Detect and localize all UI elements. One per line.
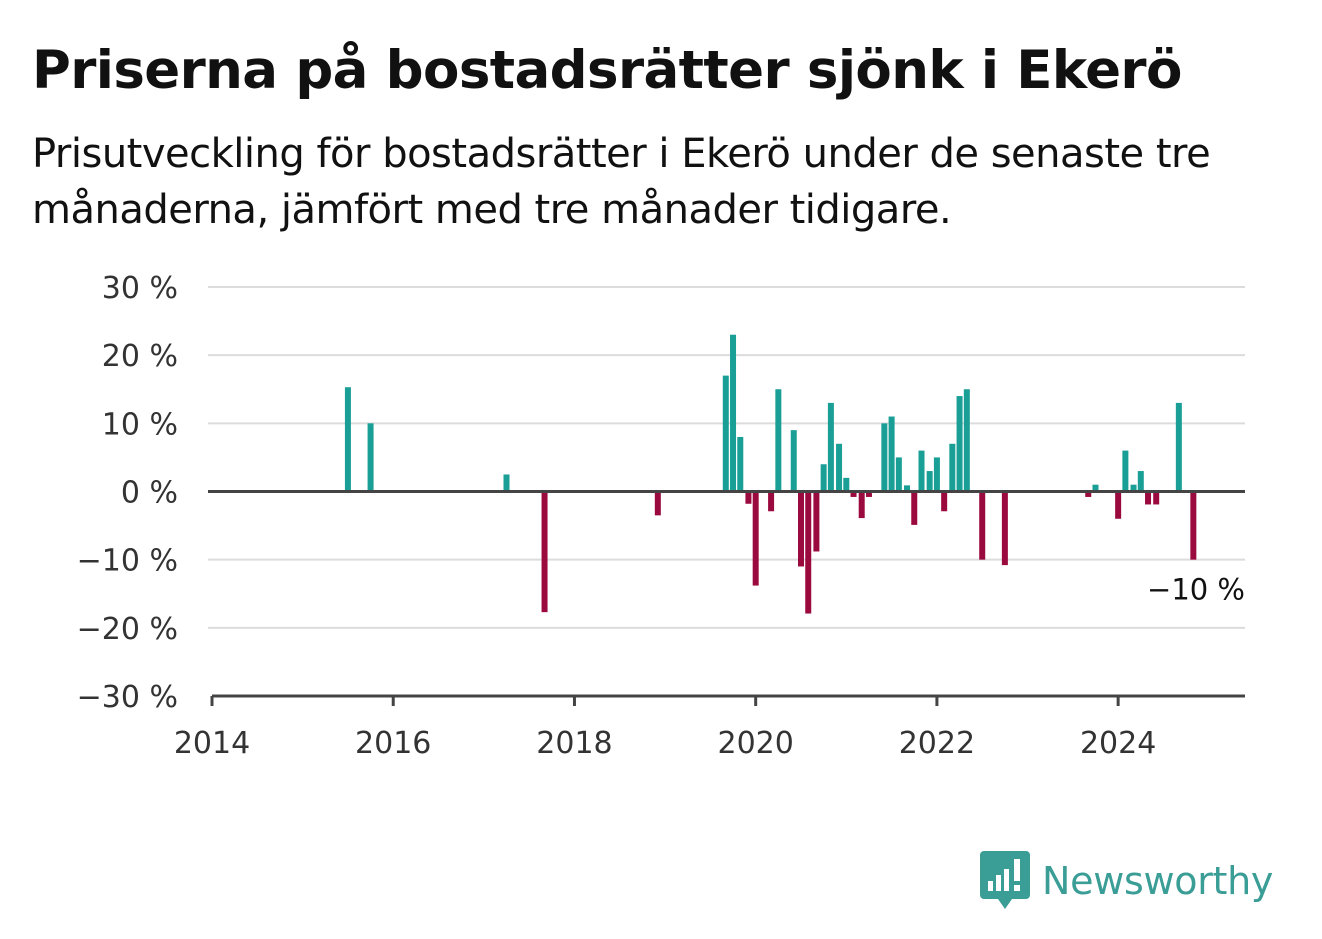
x-tick-label: 2016 (355, 726, 431, 761)
bar (911, 491, 918, 525)
bar (895, 457, 902, 492)
x-tick-label: 2014 (174, 726, 250, 761)
bars (344, 334, 1197, 614)
y-tick-label: 0 % (121, 476, 178, 511)
bar (926, 471, 933, 492)
bar (654, 491, 661, 516)
bar (805, 491, 812, 614)
bar (790, 430, 797, 492)
x-tick-label: 2018 (536, 726, 612, 761)
bar (979, 491, 986, 560)
bar (737, 436, 744, 492)
bar (541, 491, 548, 613)
bar (1130, 484, 1137, 492)
x-tick-label: 2024 (1080, 726, 1156, 761)
bar (1001, 491, 1008, 566)
bar (752, 491, 759, 586)
bar (1145, 491, 1152, 505)
bar (865, 491, 872, 497)
gridlines (208, 286, 1245, 629)
bar (1137, 471, 1144, 492)
bar (881, 423, 888, 492)
bar (367, 423, 374, 492)
bar (1092, 484, 1099, 492)
newsworthy-logo-text: Newsworthy (1042, 859, 1274, 903)
bar (745, 491, 752, 504)
bar (730, 334, 737, 492)
bar (722, 375, 729, 492)
last-value-annotation: −10 % (1147, 573, 1245, 607)
bar (1153, 491, 1160, 505)
bar (933, 457, 940, 492)
bar (1122, 450, 1129, 492)
y-tick-label: −10 % (77, 544, 178, 579)
x-tick-label: 2022 (899, 726, 975, 761)
bar (941, 491, 948, 512)
y-tick-label: −20 % (77, 612, 178, 647)
bar (858, 491, 865, 519)
bar (344, 387, 351, 492)
bar (843, 477, 850, 492)
axes (208, 490, 1245, 706)
bar (1175, 402, 1182, 492)
bar (904, 485, 911, 492)
bar (956, 396, 963, 492)
bar (918, 450, 925, 492)
y-tick-label: 10 % (102, 407, 178, 442)
chart-title: Priserna på bostadsrätter sjönk i Ekerö (32, 40, 1182, 101)
bar (827, 402, 834, 492)
bar (813, 491, 820, 552)
bar (850, 491, 857, 497)
y-tick-label: 20 % (102, 339, 178, 374)
bar (888, 416, 895, 492)
bar (836, 443, 843, 492)
x-tick-label: 2020 (718, 726, 794, 761)
newsworthy-logo-icon (980, 851, 1030, 909)
bar (949, 443, 956, 492)
bar (1115, 491, 1122, 519)
bar (768, 491, 775, 512)
y-tick-label: −30 % (77, 680, 178, 715)
y-tick-label: 30 % (102, 271, 178, 306)
bar (775, 389, 782, 492)
bar (820, 464, 827, 492)
bar (503, 474, 510, 492)
bar (963, 389, 970, 492)
bar (1085, 491, 1092, 497)
newsworthy-logo: Newsworthy (980, 850, 1273, 912)
bar (1190, 491, 1197, 560)
bar (797, 491, 804, 567)
tick-labels: 30 % 20 % 10 % 0 % −10 % −20 % −30 % 2014 2016 20… (77, 271, 1157, 761)
chart-subtitle: Prisutveckling för bostadsrätter i Ekerö… (32, 131, 1211, 233)
